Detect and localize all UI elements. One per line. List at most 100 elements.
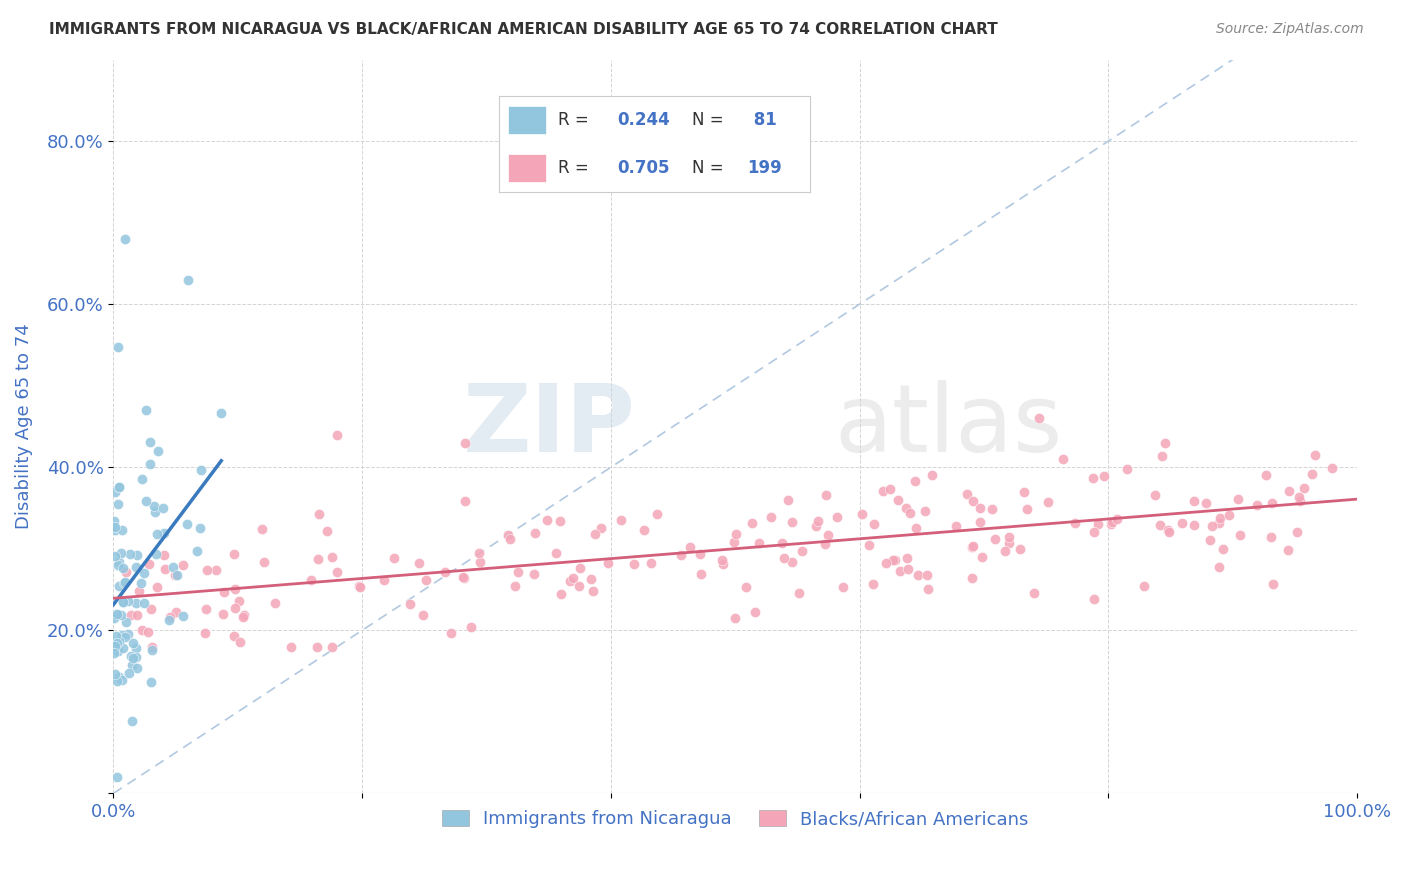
Point <box>962 539 984 553</box>
Point <box>190 463 212 477</box>
Point <box>470 555 492 569</box>
Point <box>862 576 884 591</box>
Point <box>1208 560 1230 574</box>
Point <box>104 666 127 681</box>
Point <box>960 541 983 555</box>
Point <box>807 514 830 528</box>
Point <box>583 527 606 541</box>
Point <box>1015 502 1038 516</box>
Point <box>1052 451 1074 466</box>
Point <box>1171 516 1194 530</box>
Point <box>898 506 921 520</box>
Point <box>139 457 162 471</box>
Point <box>111 523 134 537</box>
Point <box>1132 579 1154 593</box>
Point <box>146 444 169 458</box>
Point <box>523 526 546 541</box>
Point <box>581 584 603 599</box>
Point <box>107 670 129 684</box>
Point <box>325 565 347 579</box>
Point <box>165 605 187 619</box>
Point <box>110 607 132 622</box>
Point <box>117 594 139 608</box>
Point <box>1012 484 1035 499</box>
Point <box>122 636 145 650</box>
Point <box>1195 496 1218 510</box>
Point <box>139 601 162 615</box>
Point <box>122 651 145 665</box>
Point <box>120 607 142 622</box>
Point <box>969 516 991 530</box>
Point <box>107 340 129 354</box>
Point <box>503 579 526 593</box>
Point <box>384 551 406 566</box>
Point <box>159 609 181 624</box>
Point <box>114 232 136 246</box>
Point <box>633 523 655 537</box>
Point <box>581 572 603 586</box>
Text: atlas: atlas <box>835 381 1063 473</box>
Point <box>1152 449 1174 463</box>
Point <box>1143 488 1166 502</box>
Point <box>141 640 163 654</box>
Point <box>1218 508 1240 523</box>
Point <box>440 625 463 640</box>
Point <box>194 626 217 640</box>
Point <box>689 547 711 561</box>
Point <box>121 714 143 728</box>
Point <box>108 579 131 593</box>
Point <box>679 540 702 554</box>
Point <box>1010 542 1032 557</box>
Point <box>233 608 256 623</box>
Point <box>994 544 1017 558</box>
Point <box>568 561 591 575</box>
Point <box>307 552 329 566</box>
Point <box>962 494 984 508</box>
Point <box>453 571 475 585</box>
Point <box>105 770 128 784</box>
Point <box>115 566 138 580</box>
Point <box>110 546 132 560</box>
Point <box>228 635 250 649</box>
Point <box>875 556 897 570</box>
Point <box>103 514 125 528</box>
Point <box>326 427 349 442</box>
Point <box>817 528 839 542</box>
Point <box>1278 484 1301 499</box>
Point <box>415 574 437 588</box>
Point <box>723 535 745 549</box>
Point <box>544 546 567 560</box>
Point <box>945 519 967 533</box>
Point <box>1092 469 1115 483</box>
Point <box>114 576 136 591</box>
Point <box>1107 512 1129 526</box>
Point <box>825 509 848 524</box>
Point <box>141 642 163 657</box>
Point <box>1322 460 1344 475</box>
Point <box>896 550 918 565</box>
Point <box>969 500 991 515</box>
Point <box>1099 516 1122 531</box>
Point <box>970 550 993 565</box>
Point <box>373 573 395 587</box>
Point <box>669 548 692 562</box>
Point <box>790 543 813 558</box>
Point <box>135 494 157 508</box>
Point <box>872 483 894 498</box>
Point <box>308 507 330 521</box>
Point <box>1083 592 1105 607</box>
Point <box>188 521 211 535</box>
Point <box>1212 541 1234 556</box>
Point <box>1277 543 1299 558</box>
Point <box>770 536 793 550</box>
Point <box>108 555 131 569</box>
Point <box>496 527 519 541</box>
Point <box>904 521 927 535</box>
Point <box>125 650 148 665</box>
Point <box>1036 494 1059 508</box>
Point <box>1301 467 1323 482</box>
Point <box>108 633 131 648</box>
Point <box>105 636 128 650</box>
Point <box>104 520 127 534</box>
Point <box>1292 481 1315 495</box>
